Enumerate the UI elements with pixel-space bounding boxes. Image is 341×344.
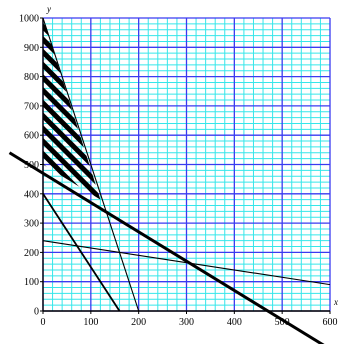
- y-tick-label: 300: [24, 219, 39, 230]
- x-tick-label: 300: [179, 317, 194, 328]
- x-tick-label: 0: [41, 317, 46, 328]
- tick-labels: 0 100 200 300 400 500 600 0 100 200 300 400 500 600 70…: [19, 4, 338, 328]
- x-tick-label: 100: [83, 317, 98, 328]
- y-tick-label: 800: [24, 72, 39, 83]
- constraint-line-4: [42, 240, 331, 286]
- y-tick-label: 200: [24, 248, 39, 259]
- x-tick-label: 500: [275, 317, 290, 328]
- constraint-line-1: [8, 151, 325, 344]
- x-tick-label: 600: [323, 317, 338, 328]
- constraint-line-3: [42, 193, 121, 312]
- grid: [42, 17, 331, 312]
- y-tick-label: 0: [34, 307, 39, 318]
- y-tick-label: 500: [24, 160, 39, 171]
- y-tick-label: 700: [24, 101, 39, 112]
- y-tick-label: 1000: [19, 14, 39, 25]
- constraint-lines: [8, 17, 331, 344]
- constraint-line-2: [42, 17, 140, 312]
- axes: [40, 17, 331, 314]
- y-tick-label: 600: [24, 131, 39, 142]
- x-axis-label: x: [333, 297, 338, 307]
- y-axis-label: y: [46, 4, 51, 14]
- y-tick-label: 400: [24, 189, 39, 200]
- y-tick-label: 100: [24, 277, 39, 288]
- x-tick-label: 200: [131, 317, 146, 328]
- x-tick-label: 400: [227, 317, 242, 328]
- y-tick-label: 900: [24, 43, 39, 54]
